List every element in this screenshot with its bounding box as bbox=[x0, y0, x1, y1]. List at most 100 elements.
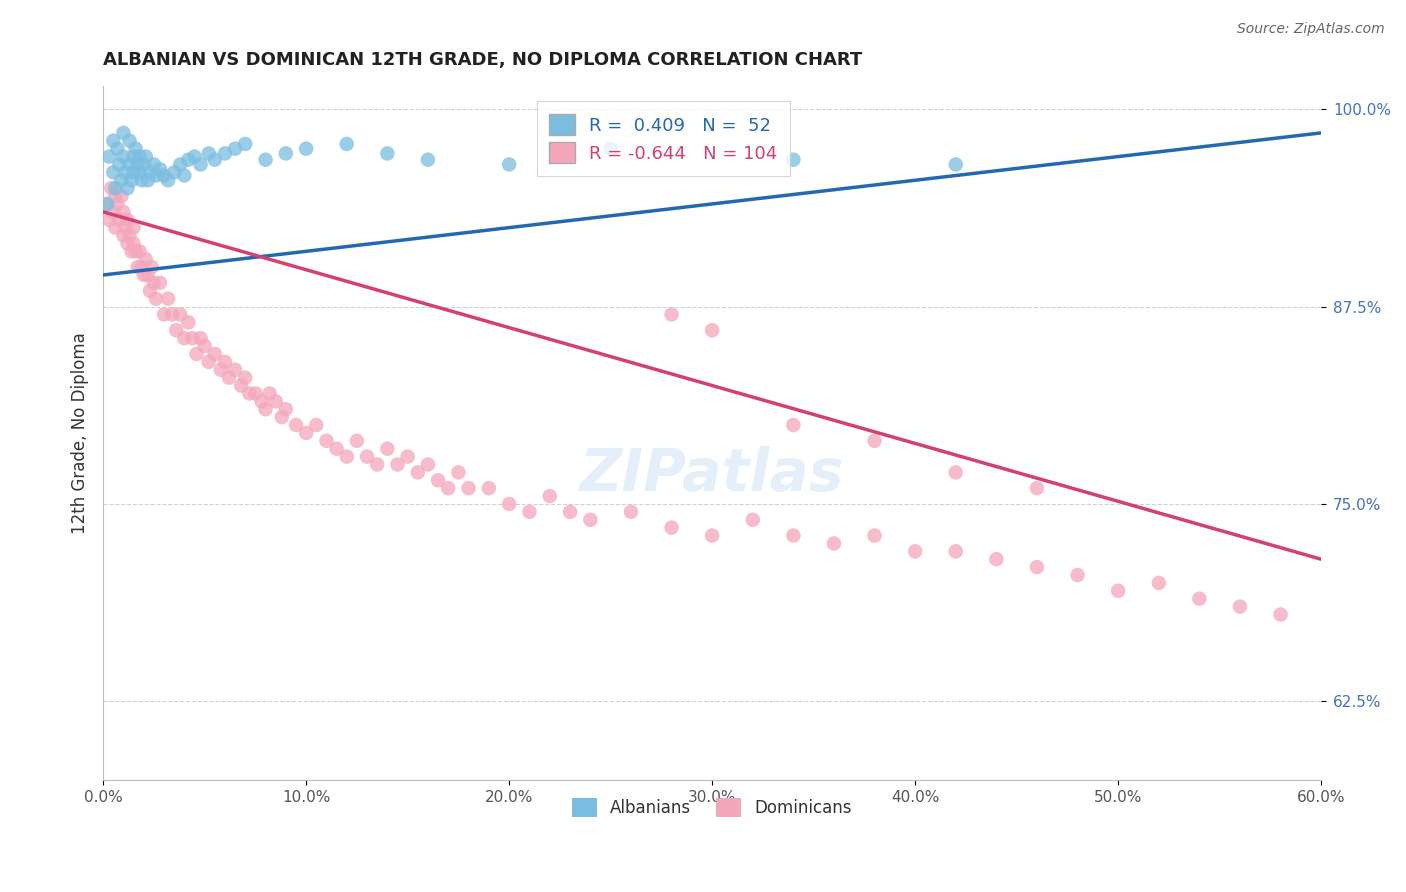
Point bbox=[233, 370, 256, 384]
Point bbox=[238, 386, 260, 401]
Point bbox=[127, 260, 149, 274]
Point bbox=[169, 308, 191, 322]
Point bbox=[112, 228, 135, 243]
Point bbox=[142, 276, 165, 290]
Point bbox=[118, 157, 141, 171]
Point bbox=[661, 521, 683, 535]
Point bbox=[233, 136, 256, 151]
Point bbox=[190, 331, 212, 345]
Point bbox=[214, 146, 236, 161]
Point bbox=[169, 157, 191, 171]
Point bbox=[105, 197, 128, 211]
Point bbox=[117, 181, 139, 195]
Point bbox=[702, 528, 724, 542]
Point bbox=[112, 150, 135, 164]
Point bbox=[96, 197, 118, 211]
Point bbox=[406, 466, 429, 480]
Point bbox=[204, 153, 226, 167]
Point bbox=[197, 146, 219, 161]
Point bbox=[114, 220, 136, 235]
Point bbox=[114, 165, 136, 179]
Point bbox=[98, 150, 121, 164]
Point bbox=[103, 165, 125, 179]
Point bbox=[519, 505, 541, 519]
Point bbox=[108, 157, 131, 171]
Point bbox=[131, 173, 153, 187]
Point bbox=[457, 481, 479, 495]
Point bbox=[104, 181, 127, 195]
Point bbox=[620, 505, 643, 519]
Point bbox=[112, 126, 135, 140]
Point bbox=[579, 513, 602, 527]
Point bbox=[117, 236, 139, 251]
Point bbox=[132, 157, 155, 171]
Point bbox=[117, 212, 139, 227]
Point bbox=[1229, 599, 1251, 614]
Point bbox=[741, 513, 763, 527]
Point bbox=[346, 434, 368, 448]
Point bbox=[823, 536, 845, 550]
Point bbox=[190, 157, 212, 171]
Point bbox=[366, 458, 388, 472]
Point bbox=[416, 458, 439, 472]
Point bbox=[194, 339, 217, 353]
Point bbox=[122, 150, 145, 164]
Point bbox=[702, 323, 724, 337]
Point bbox=[336, 136, 359, 151]
Point bbox=[416, 153, 439, 167]
Point bbox=[1107, 583, 1129, 598]
Point bbox=[98, 212, 121, 227]
Point bbox=[149, 276, 172, 290]
Point bbox=[782, 528, 804, 542]
Point bbox=[132, 268, 155, 282]
Point bbox=[218, 370, 240, 384]
Point bbox=[96, 197, 118, 211]
Point bbox=[661, 308, 683, 322]
Text: ZIPatlas: ZIPatlas bbox=[579, 446, 845, 503]
Point bbox=[782, 417, 804, 432]
Point bbox=[157, 173, 180, 187]
Point bbox=[254, 153, 277, 167]
Point bbox=[177, 315, 200, 329]
Point bbox=[173, 169, 195, 183]
Point bbox=[254, 402, 277, 417]
Point bbox=[105, 142, 128, 156]
Point bbox=[112, 204, 135, 219]
Point bbox=[110, 173, 132, 187]
Point bbox=[945, 157, 967, 171]
Point bbox=[136, 268, 159, 282]
Point bbox=[186, 347, 208, 361]
Point bbox=[250, 394, 273, 409]
Point bbox=[863, 434, 886, 448]
Point bbox=[124, 244, 146, 259]
Point bbox=[336, 450, 359, 464]
Point bbox=[375, 146, 398, 161]
Point bbox=[103, 204, 125, 219]
Point bbox=[149, 162, 172, 177]
Point bbox=[945, 544, 967, 558]
Point bbox=[173, 331, 195, 345]
Point bbox=[163, 165, 186, 179]
Point bbox=[538, 489, 561, 503]
Point bbox=[224, 142, 246, 156]
Point bbox=[204, 347, 226, 361]
Point bbox=[396, 450, 419, 464]
Point bbox=[118, 134, 141, 148]
Point bbox=[110, 189, 132, 203]
Point bbox=[104, 220, 127, 235]
Point bbox=[139, 165, 162, 179]
Point bbox=[122, 220, 145, 235]
Point bbox=[387, 458, 409, 472]
Point bbox=[108, 212, 131, 227]
Point bbox=[231, 378, 253, 392]
Point bbox=[264, 394, 287, 409]
Point bbox=[104, 189, 127, 203]
Point bbox=[181, 331, 204, 345]
Point bbox=[305, 417, 328, 432]
Y-axis label: 12th Grade, No Diploma: 12th Grade, No Diploma bbox=[72, 332, 89, 533]
Point bbox=[121, 173, 143, 187]
Point bbox=[136, 173, 159, 187]
Point bbox=[135, 150, 157, 164]
Point bbox=[599, 142, 621, 156]
Point bbox=[945, 466, 967, 480]
